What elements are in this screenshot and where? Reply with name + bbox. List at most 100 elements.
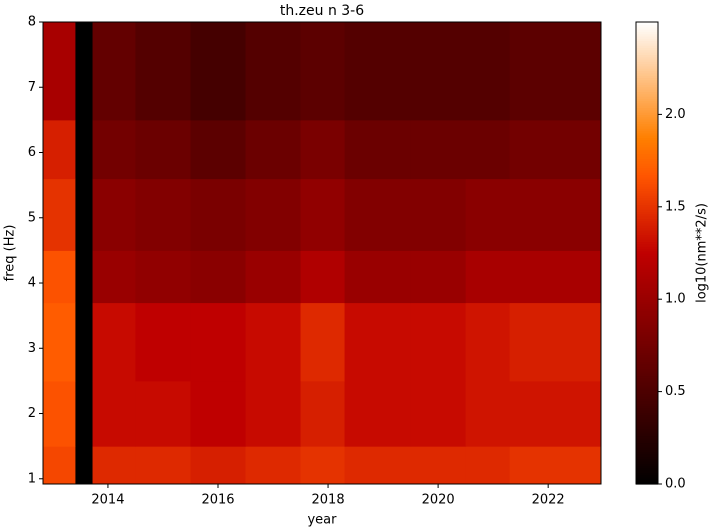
heatmap-cell bbox=[344, 446, 412, 485]
heatmap-cell bbox=[300, 446, 346, 485]
heatmap-cell bbox=[509, 178, 602, 251]
colorbar-segment bbox=[636, 292, 658, 296]
colorbar-segment bbox=[636, 403, 658, 407]
colorbar-segment bbox=[636, 135, 658, 139]
colorbar-segment bbox=[636, 414, 658, 418]
colorbar-segment bbox=[636, 105, 658, 109]
colorbar-segment bbox=[636, 218, 658, 222]
colorbar-segment bbox=[636, 234, 658, 238]
y-tick-label: 6 bbox=[28, 145, 36, 160]
colorbar-segment bbox=[636, 370, 658, 374]
colorbar-segment bbox=[636, 345, 658, 349]
colorbar-segment bbox=[636, 130, 658, 134]
colorbar-segment bbox=[636, 183, 658, 187]
colorbar-segment bbox=[636, 377, 658, 381]
colorbar-segment bbox=[636, 146, 658, 150]
colorbar-segment bbox=[636, 199, 658, 203]
colorbar-segment bbox=[636, 176, 658, 180]
heatmap-cell bbox=[43, 302, 76, 382]
heatmap-cell bbox=[245, 119, 302, 180]
colorbar-segment bbox=[636, 144, 658, 148]
colorbar-segment bbox=[636, 65, 658, 69]
colorbar-segment bbox=[636, 195, 658, 199]
colorbar-segment bbox=[636, 209, 658, 213]
colorbar-segment bbox=[636, 303, 658, 307]
colorbar-segment bbox=[636, 426, 658, 430]
colorbar-segment bbox=[636, 123, 658, 127]
heatmap-cell bbox=[92, 178, 136, 251]
colorbar-segment bbox=[636, 190, 658, 194]
colorbar-segment bbox=[636, 26, 658, 30]
heatmap-cell bbox=[410, 22, 467, 121]
colorbar-segment bbox=[636, 444, 658, 448]
colorbar-segment bbox=[636, 253, 658, 256]
colorbar-segment bbox=[636, 264, 658, 268]
colorbar-segment bbox=[636, 396, 658, 400]
colorbar-segment bbox=[636, 172, 658, 176]
colorbar-segment bbox=[636, 384, 658, 388]
colorbar-label: log10(nm**2/s) bbox=[695, 203, 710, 303]
colorbar-segment bbox=[636, 398, 658, 402]
colorbar-segment bbox=[636, 356, 658, 360]
colorbar-segment bbox=[636, 389, 658, 393]
colorbar-segment bbox=[636, 239, 658, 243]
heatmap-cell bbox=[410, 119, 467, 180]
colorbar-segment bbox=[636, 28, 658, 32]
colorbar-segment bbox=[636, 33, 658, 37]
heatmap-cell bbox=[465, 250, 511, 304]
y-tick-label: 1 bbox=[28, 471, 36, 486]
colorbar-segment bbox=[636, 329, 658, 333]
heatmap-cell bbox=[43, 119, 76, 180]
colorbar-segment bbox=[636, 467, 658, 471]
colorbar-segment bbox=[636, 453, 658, 457]
colorbar-segment bbox=[636, 470, 658, 474]
colorbar-segment bbox=[636, 162, 658, 166]
colorbar-segment bbox=[636, 340, 658, 344]
colorbar-segment bbox=[636, 350, 658, 353]
heatmap-cell bbox=[410, 250, 467, 304]
y-tick-label: 3 bbox=[28, 341, 36, 356]
colorbar-segment bbox=[636, 359, 658, 363]
colorbar-segment bbox=[636, 338, 658, 342]
colorbar-segment bbox=[636, 442, 658, 446]
colorbar-segment bbox=[636, 153, 658, 157]
colorbar-segment bbox=[636, 361, 658, 365]
heatmap-cell bbox=[43, 446, 76, 485]
colorbar-segment bbox=[636, 319, 658, 323]
colorbar-segment bbox=[636, 86, 658, 90]
colorbar-segment bbox=[636, 363, 658, 367]
colorbar-segment bbox=[636, 88, 658, 92]
colorbar-segment bbox=[636, 354, 658, 358]
colorbar-segment bbox=[636, 165, 658, 169]
heatmap-cell bbox=[245, 250, 302, 304]
heatmap-cell bbox=[190, 446, 247, 485]
colorbar-segment bbox=[636, 262, 658, 266]
heatmap-cell bbox=[92, 380, 136, 447]
colorbar-segment bbox=[636, 225, 658, 229]
colorbar-segment bbox=[636, 142, 658, 146]
heatmap-cell bbox=[509, 250, 602, 304]
colorbar-segment bbox=[636, 236, 658, 240]
colorbar-segment bbox=[636, 280, 658, 284]
colorbar-segment bbox=[636, 91, 658, 95]
colorbar-segment bbox=[636, 98, 658, 102]
colorbar-segment bbox=[636, 186, 658, 189]
colorbar-segment bbox=[636, 197, 658, 201]
x-axis-label: year bbox=[307, 513, 337, 528]
colorbar-segment bbox=[636, 273, 658, 277]
heatmap-cell bbox=[300, 302, 346, 382]
colorbar-segment bbox=[636, 232, 658, 236]
colorbar-segment bbox=[636, 56, 658, 60]
x-tick-label: 2016 bbox=[201, 493, 234, 508]
heatmap-cell bbox=[344, 380, 412, 447]
colorbar-segment bbox=[636, 179, 658, 182]
heatmap-cell bbox=[135, 380, 191, 447]
colorbar-segment bbox=[636, 412, 658, 416]
heatmap-cell bbox=[190, 302, 247, 382]
colorbar-segment bbox=[636, 174, 658, 178]
colorbar-segment bbox=[636, 227, 658, 231]
colorbar-segment bbox=[636, 430, 658, 434]
colorbar-segment bbox=[636, 477, 658, 480]
heatmap-cell bbox=[92, 302, 136, 382]
